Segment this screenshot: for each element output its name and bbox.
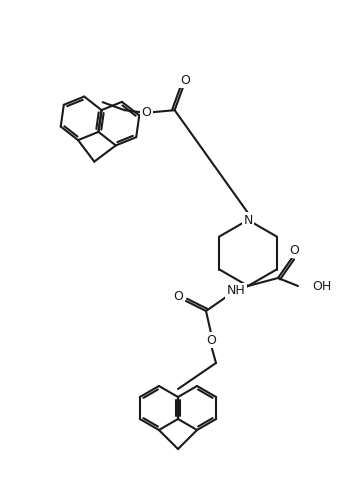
Text: O: O bbox=[173, 290, 183, 303]
Text: OH: OH bbox=[312, 280, 331, 293]
Text: O: O bbox=[181, 74, 190, 87]
Text: NH: NH bbox=[227, 285, 245, 298]
Text: O: O bbox=[142, 106, 152, 119]
Text: O: O bbox=[289, 244, 299, 256]
Text: N: N bbox=[243, 213, 253, 227]
Text: O: O bbox=[206, 333, 216, 347]
